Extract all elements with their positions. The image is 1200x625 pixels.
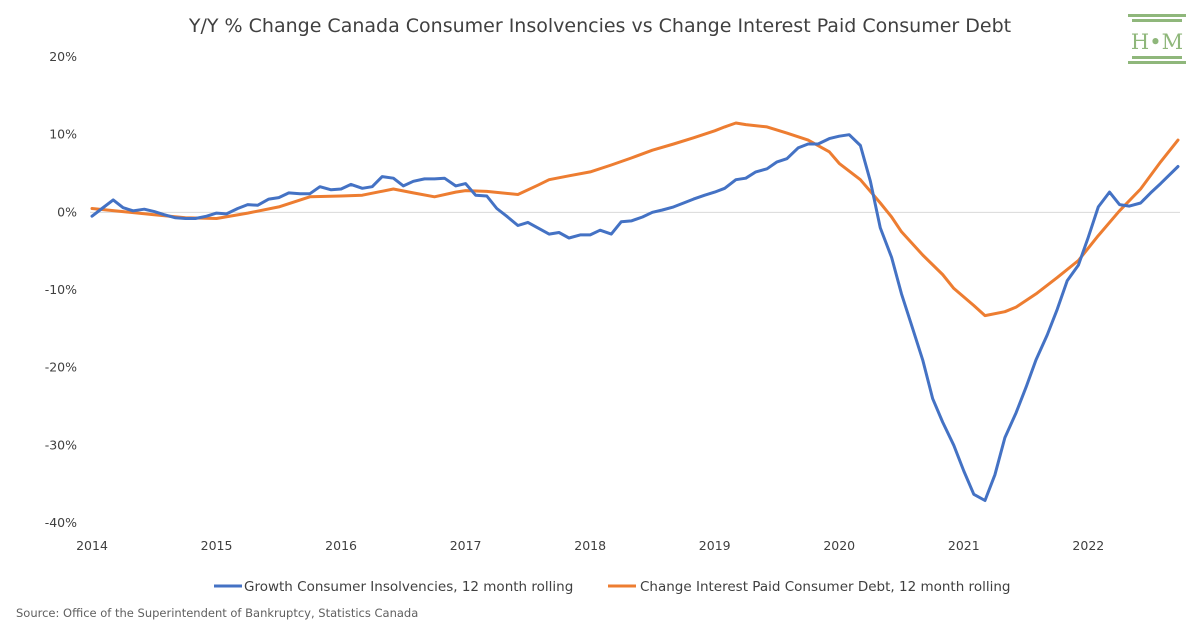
y-tick-label: -10% [45, 282, 77, 297]
x-tick-label: 2016 [325, 538, 357, 553]
series-lines [90, 121, 1180, 502]
x-tick-label: 2018 [574, 538, 606, 553]
x-tick-label: 2019 [699, 538, 731, 553]
legend-label-interest: Change Interest Paid Consumer Debt, 12 m… [640, 579, 1010, 595]
x-tick-label: 2020 [823, 538, 855, 553]
y-tick-label: 20% [49, 49, 77, 64]
x-tick-label: 2015 [201, 538, 233, 553]
legend: Growth Consumer Insolvencies, 12 month r… [214, 579, 1010, 595]
x-tick-label: 2022 [1072, 538, 1104, 553]
x-tick-label: 2021 [948, 538, 980, 553]
x-axis-tick-labels: 2014 2015 2016 2017 2018 2019 2020 2021 2022 [76, 538, 1104, 553]
legend-label-insolvencies: Growth Consumer Insolvencies, 12 month r… [244, 579, 573, 595]
y-tick-label: 10% [49, 127, 77, 142]
y-tick-label: 0% [57, 204, 77, 219]
chart-title: Y/Y % Change Canada Consumer Insolvencie… [188, 15, 1011, 37]
x-tick-label: 2017 [450, 538, 482, 553]
series-line-insolvencies [90, 133, 1180, 502]
y-tick-label: -30% [45, 437, 77, 452]
source-note: Source: Office of the Superintendent of … [16, 606, 418, 620]
hm-logo: H•M [1128, 14, 1186, 64]
y-axis-tick-labels: 20% 10% 0% -10% -20% -30% -40% [45, 49, 77, 530]
logo-text: H•M [1131, 30, 1183, 54]
y-tick-label: -40% [45, 515, 77, 530]
x-tick-label: 2014 [76, 538, 108, 553]
y-tick-label: -20% [45, 360, 77, 375]
series-line-interest-paid [90, 121, 1180, 318]
